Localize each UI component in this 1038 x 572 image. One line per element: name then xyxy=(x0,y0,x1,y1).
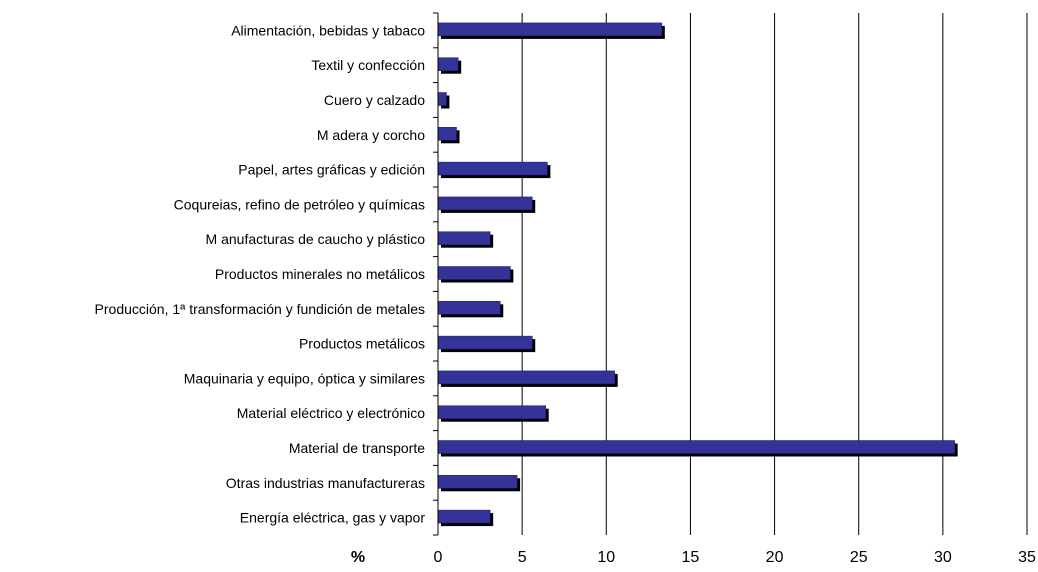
bar xyxy=(437,161,548,176)
x-tick-label-15: 15 xyxy=(682,549,700,566)
bar xyxy=(437,127,457,141)
bar xyxy=(437,196,533,211)
category-label: Energía eléctrica, gas y vapor xyxy=(240,510,426,526)
bar xyxy=(437,335,533,350)
category-label: M adera y corcho xyxy=(317,127,425,143)
x-tick-label-25: 25 xyxy=(850,549,868,566)
bar xyxy=(437,475,518,489)
bars xyxy=(437,22,958,527)
bar xyxy=(437,370,615,385)
bar xyxy=(437,405,546,419)
axes xyxy=(433,12,439,536)
category-label: Productos metálicos xyxy=(299,336,425,352)
bar xyxy=(437,509,491,524)
category-label: Producción, 1ª transformación y fundició… xyxy=(95,301,425,317)
x-tick-label-5: 5 xyxy=(518,549,527,566)
category-labels: Alimentación, bebidas y tabaco Textil y c… xyxy=(95,22,426,525)
tick-labels: 0 5 10 15 20 25 30 35 xyxy=(434,549,1036,566)
category-label: Maquinaria y equipo, óptica y similares xyxy=(184,370,425,386)
x-tick-label-30: 30 xyxy=(934,549,952,566)
category-label: M anufacturas de caucho y plástico xyxy=(206,231,426,247)
x-axis-unit-label: % xyxy=(351,549,365,566)
bar xyxy=(437,301,501,315)
x-tick-label-35: 35 xyxy=(1018,549,1036,566)
x-tick-label-20: 20 xyxy=(766,549,784,566)
bar xyxy=(437,22,663,37)
category-label: Coqureias, refino de petróleo y químicas xyxy=(174,196,425,212)
x-tick-label-10: 10 xyxy=(597,549,615,566)
bar xyxy=(437,92,447,106)
x-tick-label-0: 0 xyxy=(434,549,443,566)
category-label: Alimentación, bebidas y tabaco xyxy=(231,22,425,38)
category-label: Material de transporte xyxy=(289,440,425,456)
bar xyxy=(437,266,511,280)
category-label: Productos minerales no metálicos xyxy=(215,266,425,282)
category-label: Textil y confección xyxy=(311,57,425,73)
bar xyxy=(437,57,459,71)
category-label: Cuero y calzado xyxy=(324,92,425,108)
category-label: Otras industrias manufactureras xyxy=(226,475,425,491)
category-label: Papel, artes gráficas y edición xyxy=(238,162,425,178)
bar xyxy=(437,231,491,245)
gridlines xyxy=(521,13,1028,535)
bar xyxy=(437,440,955,454)
category-label: Material eléctrico y electrónico xyxy=(237,405,426,421)
